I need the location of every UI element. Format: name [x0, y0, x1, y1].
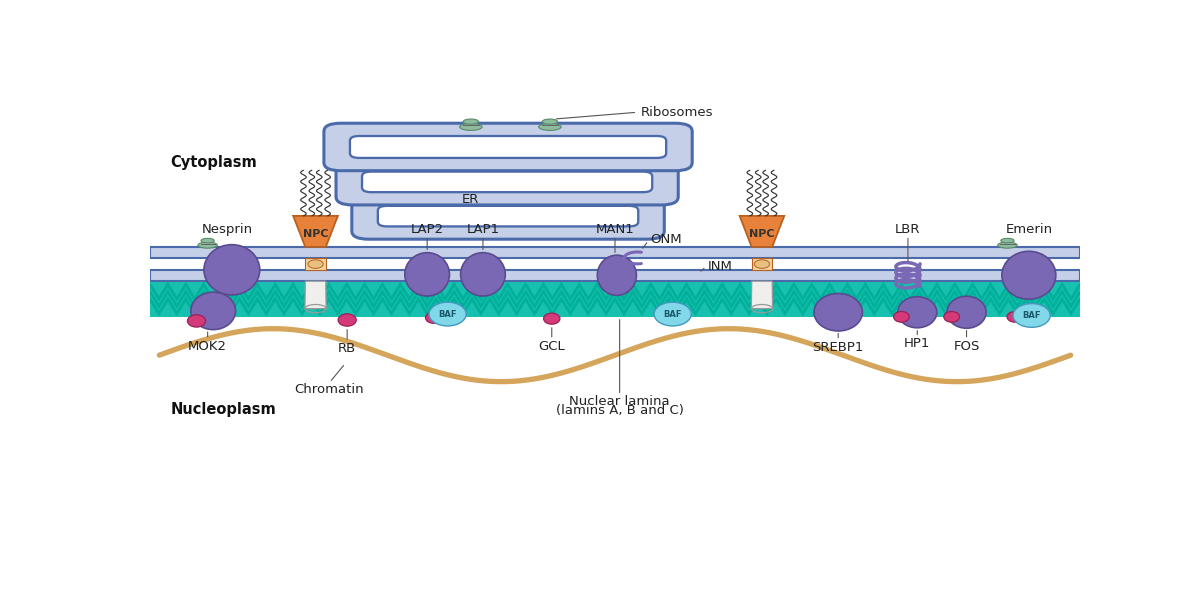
Text: Nuclear lamina: Nuclear lamina — [569, 396, 670, 409]
Polygon shape — [305, 281, 326, 308]
Bar — [150, 247, 1080, 259]
Ellipse shape — [1007, 311, 1022, 322]
Text: Nesprin: Nesprin — [202, 222, 253, 235]
Bar — [305, 259, 325, 270]
Text: ONM: ONM — [650, 232, 682, 246]
Ellipse shape — [542, 119, 558, 125]
Bar — [150, 281, 1080, 317]
Text: Chromatin: Chromatin — [295, 382, 365, 396]
Text: SREBP1: SREBP1 — [812, 340, 864, 353]
Ellipse shape — [997, 242, 1018, 248]
FancyBboxPatch shape — [362, 171, 653, 192]
Ellipse shape — [1002, 251, 1056, 299]
Ellipse shape — [460, 123, 482, 130]
Text: Nucleoplasm: Nucleoplasm — [170, 401, 276, 416]
Text: INM: INM — [708, 260, 733, 273]
Ellipse shape — [463, 119, 479, 125]
Ellipse shape — [430, 302, 467, 326]
Ellipse shape — [187, 315, 205, 327]
Ellipse shape — [338, 314, 356, 326]
Ellipse shape — [191, 292, 235, 330]
Text: (lamins A, B and C): (lamins A, B and C) — [556, 404, 684, 416]
Ellipse shape — [461, 253, 505, 296]
Polygon shape — [739, 216, 785, 247]
FancyBboxPatch shape — [350, 136, 666, 158]
Text: Cytoplasm: Cytoplasm — [170, 155, 257, 170]
Text: HP1: HP1 — [904, 337, 930, 350]
FancyBboxPatch shape — [324, 123, 692, 171]
Ellipse shape — [308, 260, 323, 269]
Ellipse shape — [944, 311, 960, 322]
Ellipse shape — [544, 313, 560, 324]
Ellipse shape — [426, 312, 442, 323]
Text: MOK2: MOK2 — [188, 340, 227, 353]
Bar — [751, 259, 772, 270]
Ellipse shape — [539, 123, 562, 130]
Text: FOS: FOS — [953, 340, 979, 353]
Text: NPC: NPC — [302, 229, 329, 239]
FancyBboxPatch shape — [336, 159, 678, 205]
FancyBboxPatch shape — [352, 193, 665, 239]
Ellipse shape — [404, 253, 450, 296]
Ellipse shape — [204, 245, 259, 295]
Text: ER: ER — [462, 193, 480, 206]
Text: BAF: BAF — [1022, 311, 1040, 320]
Ellipse shape — [202, 238, 215, 243]
Ellipse shape — [814, 294, 863, 331]
Ellipse shape — [654, 302, 691, 326]
Ellipse shape — [894, 311, 910, 322]
Text: LAP2: LAP2 — [410, 222, 444, 235]
Ellipse shape — [598, 255, 636, 295]
Text: MAN1: MAN1 — [595, 222, 635, 235]
Text: NPC: NPC — [749, 229, 775, 239]
Ellipse shape — [1013, 304, 1050, 327]
Text: LBR: LBR — [895, 222, 920, 235]
Ellipse shape — [898, 296, 937, 328]
Ellipse shape — [947, 296, 986, 329]
Polygon shape — [293, 216, 338, 247]
Text: Emerin: Emerin — [1006, 222, 1052, 235]
Text: BAF: BAF — [438, 310, 457, 318]
Ellipse shape — [198, 242, 217, 248]
FancyBboxPatch shape — [378, 206, 638, 227]
Text: LAP1: LAP1 — [467, 222, 499, 235]
Text: GCL: GCL — [539, 340, 565, 353]
Text: Ribosomes: Ribosomes — [641, 106, 714, 119]
Text: RB: RB — [338, 342, 356, 355]
Bar — [150, 270, 1080, 281]
Polygon shape — [751, 281, 773, 308]
Ellipse shape — [755, 260, 769, 269]
Ellipse shape — [1001, 238, 1014, 243]
Text: BAF: BAF — [664, 310, 682, 318]
